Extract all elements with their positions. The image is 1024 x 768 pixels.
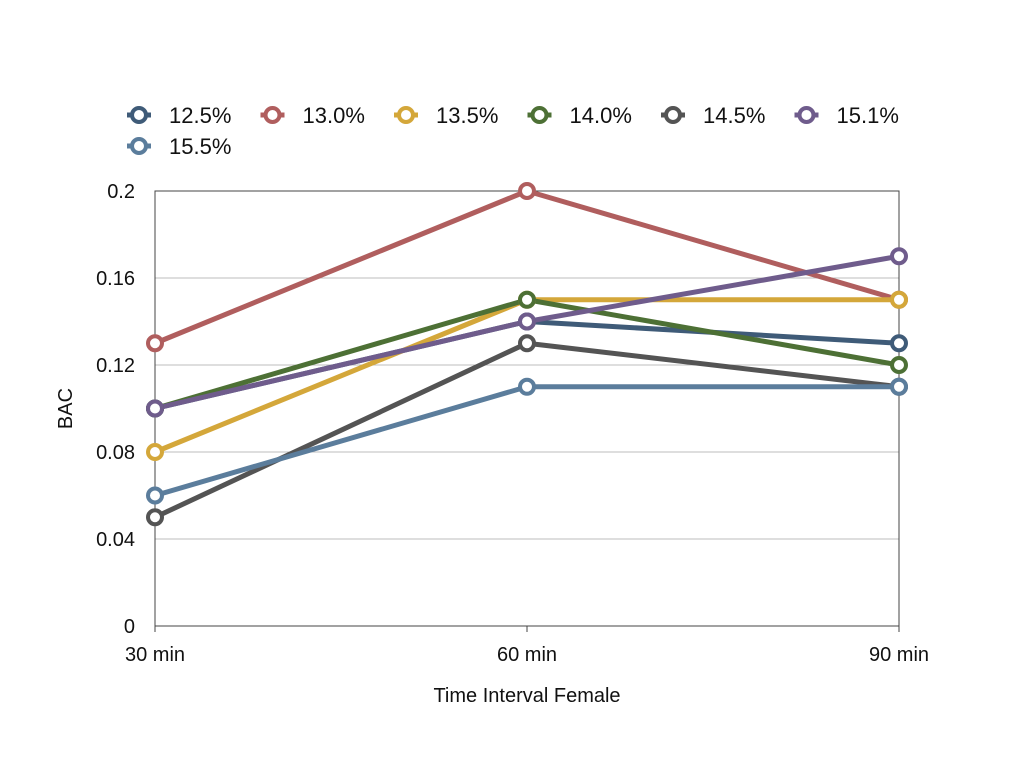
legend-item: 15.1% xyxy=(794,103,899,128)
legend-label: 13.0% xyxy=(303,103,365,128)
legend-item: 14.5% xyxy=(661,103,765,128)
legend-label: 14.0% xyxy=(570,103,632,128)
data-point xyxy=(890,247,908,266)
legend: 12.5% 13.0% 13.5% 14.0% 14.5% 15.1% 15.5% xyxy=(127,103,899,159)
y-axis-title: BAC xyxy=(55,388,77,429)
data-point xyxy=(518,377,536,396)
legend-marker xyxy=(130,106,148,124)
data-point xyxy=(518,290,536,309)
data-point xyxy=(518,182,536,200)
x-axis-title: Time Interval Female xyxy=(433,685,620,707)
y-tick-label: 0.16 xyxy=(96,268,135,290)
y-tick-label: 0.04 xyxy=(96,529,135,551)
legend-marker xyxy=(797,106,816,124)
series-line-6 xyxy=(152,384,902,498)
data-point xyxy=(890,290,908,309)
data-point xyxy=(146,508,164,527)
data-point xyxy=(146,399,164,418)
data-point xyxy=(146,443,164,461)
y-tick-label: 0 xyxy=(124,616,135,638)
legend-marker xyxy=(664,106,682,124)
legend-item: 15.5% xyxy=(127,134,231,159)
data-point xyxy=(146,486,164,505)
legend-label: 12.5% xyxy=(169,103,231,128)
legend-marker xyxy=(130,137,148,155)
legend-marker xyxy=(397,106,415,124)
legend-item: 12.5% xyxy=(127,103,231,128)
series-points xyxy=(146,182,908,527)
data-point xyxy=(890,377,908,396)
x-axis: 30 min 60 min 90 min xyxy=(125,626,929,666)
y-tick-label: 0.2 xyxy=(107,181,135,203)
data-point xyxy=(890,356,908,374)
y-axis: 0 0.04 0.08 0.12 0.16 0.2 xyxy=(96,181,135,638)
data-point xyxy=(518,312,536,331)
data-point xyxy=(890,334,908,353)
legend-item: 13.0% xyxy=(260,103,365,128)
y-tick-label: 0.08 xyxy=(96,442,135,464)
series-line-4 xyxy=(152,340,902,520)
legend-marker xyxy=(530,106,549,124)
x-tick-label: 90 min xyxy=(869,644,929,666)
x-tick-label: 30 min xyxy=(125,644,185,666)
legend-label: 15.1% xyxy=(837,103,899,128)
legend-label: 13.5% xyxy=(436,103,498,128)
legend-marker xyxy=(263,106,282,124)
data-point xyxy=(518,334,536,353)
legend-item: 14.0% xyxy=(527,103,632,128)
legend-label: 15.5% xyxy=(169,134,231,159)
x-tick-label: 60 min xyxy=(497,644,557,666)
series-lines xyxy=(152,188,902,520)
legend-item: 13.5% xyxy=(394,103,498,128)
legend-label: 14.5% xyxy=(703,103,765,128)
data-point xyxy=(146,334,164,353)
y-tick-label: 0.12 xyxy=(96,355,135,377)
